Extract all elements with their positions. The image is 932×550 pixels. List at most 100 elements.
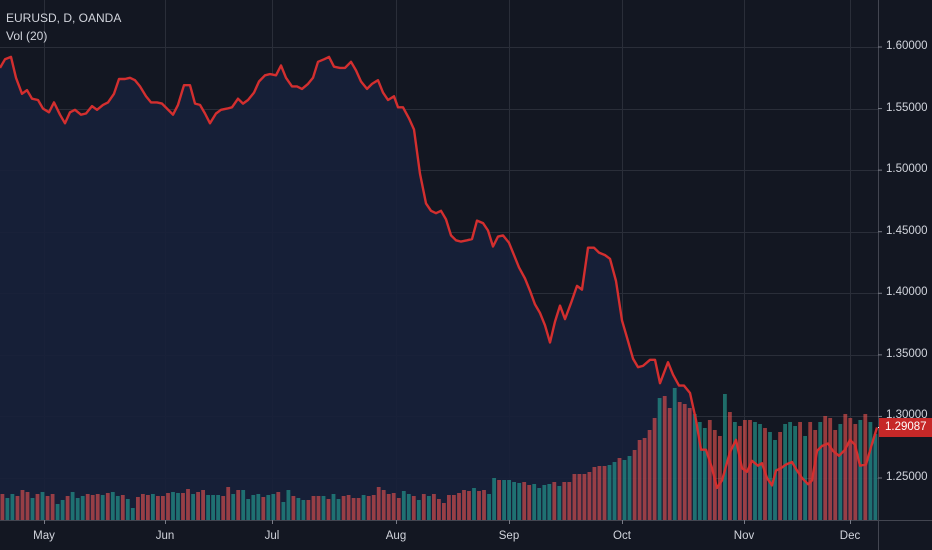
volume-bar [90,495,95,520]
volume-bar [863,414,868,520]
volume-bar [733,422,737,520]
volume-bar [597,466,602,520]
volume-bar [156,496,160,520]
volume-bar [20,490,25,520]
volume-bar [391,493,396,520]
volume-bar [321,496,326,520]
volume-bar [105,493,110,520]
volume-bar [361,495,366,520]
volume-bar [136,497,140,520]
volume-bar [798,422,802,520]
volume-bar [577,474,582,520]
volume-bar [562,482,567,520]
volume-bar [502,480,506,520]
volume-bar [873,434,878,520]
volume-bar [793,426,797,520]
volume-bar [748,420,752,520]
volume-bar [341,496,346,520]
volume-bar [728,412,732,520]
volume-bar [697,422,702,520]
volume-bar [512,482,516,520]
volume-bar [296,498,301,520]
volume-bar [482,490,486,520]
volume-bar [25,492,30,520]
volume-bar [266,495,271,520]
volume-bar [45,496,50,520]
symbol-title[interactable]: EURUSD, D, OANDA [6,11,122,25]
volume-bar [386,494,391,520]
last-price-badge: 1.29087 [879,418,932,437]
volume-bar [416,500,421,520]
volume-bar [326,499,331,520]
volume-bar [166,493,170,520]
volume-bar [477,491,481,520]
volume-bar [667,408,672,520]
volume-bar [707,420,712,520]
volume-bar [838,424,843,520]
volume-bar [371,495,376,520]
volume-bar [622,460,627,520]
volume-bar [316,496,321,520]
volume-bar [452,495,456,520]
volume-bar [191,494,195,520]
volume-bar [472,488,476,520]
volume-bar [206,495,210,520]
volume-bar [527,485,532,520]
price-tick-label: 1.50000 [886,163,928,176]
volume-bar [783,424,787,520]
volume-bar [271,494,276,520]
volume-bar [110,492,115,520]
volume-bar [216,495,220,520]
volume-bar [687,408,692,520]
volume-bar [602,466,607,520]
volume-bar [346,495,351,520]
volume-bar [186,489,190,520]
chart-legend: EURUSD, D, OANDA Vol (20) [6,9,121,45]
price-tick-label: 1.55000 [886,101,928,114]
volume-bar [261,497,266,520]
volume-bar [828,418,833,520]
volume-bar [141,494,145,520]
volume-indicator-title[interactable]: Vol (20) [6,29,48,43]
volume-bar [758,424,762,520]
volume-bar [552,482,557,520]
volume-bar [406,494,411,520]
time-tick-label: Oct [613,530,631,542]
volume-bar [115,496,120,520]
volume-bar [60,500,65,520]
volume-bar [427,496,431,520]
time-tick-label: Jul [264,530,280,542]
volume-bar [201,490,205,520]
time-tick-label: Sep [498,530,520,542]
volume-bar [50,494,55,520]
volume-bar [366,496,371,520]
volume-bar [286,490,291,520]
volume-bar [462,490,466,520]
volume-bar [246,499,251,520]
time-tick-label: Dec [839,530,861,542]
volume-bar [432,494,436,520]
volume-bar [5,498,10,520]
volume-bar [868,422,873,520]
volume-bar [125,499,130,520]
volume-bar [788,422,792,520]
volume-bar [70,492,75,520]
volume-bar [80,496,85,520]
volume-bar [572,474,577,520]
volume-bar [818,422,823,520]
volume-bar [351,498,356,520]
volume-bar [532,484,537,520]
volume-bar [211,495,215,520]
volume-bar [331,494,336,520]
volume-bar [773,440,777,520]
volume-bar [497,480,501,520]
volume-bar [161,496,165,520]
volume-bar [682,404,687,520]
volume-bar [517,483,522,520]
volume-bar [612,462,617,520]
volume-bar [226,487,231,520]
volume-bar [487,494,491,520]
volume-bar [336,499,341,520]
